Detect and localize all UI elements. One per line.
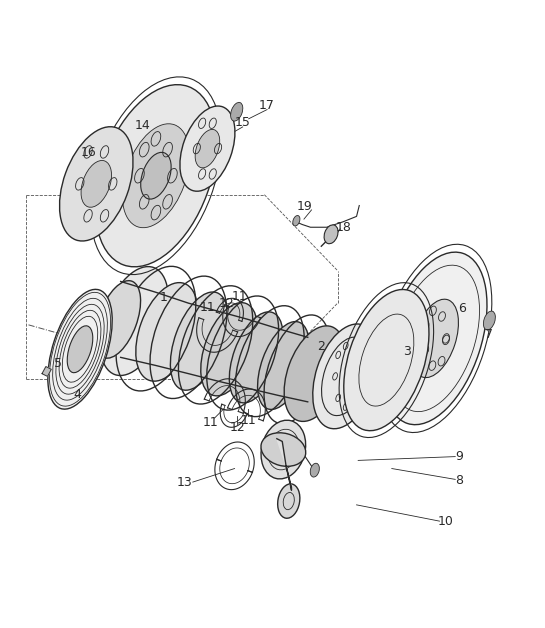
Ellipse shape xyxy=(81,161,112,207)
Ellipse shape xyxy=(201,303,257,396)
Text: 5: 5 xyxy=(54,357,62,371)
Ellipse shape xyxy=(258,322,309,409)
Ellipse shape xyxy=(48,290,112,409)
Text: 11: 11 xyxy=(232,290,248,303)
Text: 9: 9 xyxy=(456,450,463,463)
Ellipse shape xyxy=(310,463,319,477)
Text: 7: 7 xyxy=(486,328,493,341)
Ellipse shape xyxy=(383,252,487,425)
Text: 4: 4 xyxy=(74,387,81,401)
Text: 14: 14 xyxy=(135,119,150,132)
Ellipse shape xyxy=(261,420,306,479)
Ellipse shape xyxy=(229,312,283,403)
Ellipse shape xyxy=(100,266,168,376)
Ellipse shape xyxy=(277,484,300,518)
Text: 3: 3 xyxy=(403,345,411,359)
Ellipse shape xyxy=(95,85,216,267)
Ellipse shape xyxy=(313,324,379,429)
Ellipse shape xyxy=(136,283,198,381)
Ellipse shape xyxy=(293,215,300,226)
Ellipse shape xyxy=(231,102,243,121)
Ellipse shape xyxy=(180,106,235,192)
Ellipse shape xyxy=(95,281,141,358)
Text: 15: 15 xyxy=(235,116,251,129)
Text: 16: 16 xyxy=(80,146,96,160)
Text: 12: 12 xyxy=(229,421,245,435)
Ellipse shape xyxy=(67,326,93,372)
Text: 11: 11 xyxy=(240,414,256,427)
Text: 6: 6 xyxy=(458,302,466,315)
Text: 17: 17 xyxy=(259,99,275,112)
Text: 12: 12 xyxy=(219,296,234,310)
Text: 2: 2 xyxy=(317,340,325,353)
Text: 10: 10 xyxy=(438,515,454,528)
Ellipse shape xyxy=(284,326,346,421)
Ellipse shape xyxy=(59,127,133,241)
Ellipse shape xyxy=(344,290,429,431)
Text: 11: 11 xyxy=(199,301,215,314)
Text: 8: 8 xyxy=(456,474,464,487)
Ellipse shape xyxy=(141,153,171,199)
Text: 13: 13 xyxy=(177,475,192,489)
Ellipse shape xyxy=(412,299,458,377)
Ellipse shape xyxy=(171,292,228,390)
Text: 18: 18 xyxy=(336,221,352,234)
Ellipse shape xyxy=(483,311,495,330)
Polygon shape xyxy=(277,439,292,490)
Text: 1: 1 xyxy=(160,291,168,304)
Polygon shape xyxy=(42,367,51,376)
Ellipse shape xyxy=(122,124,190,228)
Ellipse shape xyxy=(195,129,220,168)
Ellipse shape xyxy=(324,225,338,244)
Text: 11: 11 xyxy=(202,416,218,429)
Text: 19: 19 xyxy=(297,200,313,213)
Ellipse shape xyxy=(261,433,306,467)
